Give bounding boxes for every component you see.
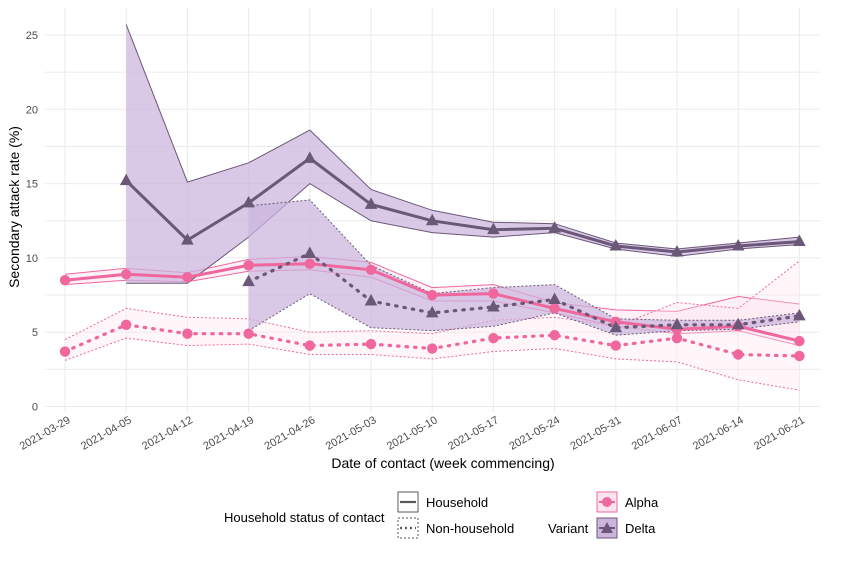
y-tick-label: 20 xyxy=(26,104,38,116)
legend-key-delta xyxy=(596,517,618,539)
line-delta-non-household xyxy=(247,251,801,330)
point-alpha-non-household xyxy=(794,350,805,362)
point-alpha-non-household xyxy=(671,332,683,344)
point-delta-household xyxy=(609,239,623,251)
point-alpha-non-household xyxy=(365,338,377,350)
point-delta-household xyxy=(242,195,255,208)
legend-key-alpha xyxy=(596,491,618,513)
x-tick-label: 2021-06-14 xyxy=(691,414,746,453)
point-alpha-non-household xyxy=(304,340,315,351)
line-delta-household xyxy=(125,156,800,254)
point-alpha-household xyxy=(182,272,193,283)
point-alpha-non-household xyxy=(182,328,193,339)
point-alpha-household xyxy=(304,258,315,270)
point-delta-household xyxy=(487,222,500,235)
point-delta-non-household xyxy=(609,320,623,333)
y-axis-title: Secondary attack rate (%) xyxy=(6,126,22,288)
point-alpha-non-household xyxy=(733,349,744,360)
ribbon-delta-non-household xyxy=(248,199,800,336)
point-delta-household xyxy=(181,233,194,245)
series-points xyxy=(59,151,806,362)
point-delta-non-household xyxy=(425,305,439,318)
x-tick-label: 2021-05-24 xyxy=(507,414,562,453)
x-tick-label: 2021-05-31 xyxy=(569,414,624,453)
point-delta-non-household xyxy=(487,299,500,312)
ribbon-lower-delta-non-household xyxy=(248,293,800,336)
x-axis-title: Date of contact (week commencing) xyxy=(331,455,554,471)
y-tick-label: 15 xyxy=(26,179,38,191)
x-tick-label: 2021-05-03 xyxy=(324,414,379,453)
x-tick-label: 2021-06-21 xyxy=(752,414,807,453)
x-tick-label: 2021-04-05 xyxy=(79,414,134,453)
x-axis-ticks: 2021-03-29 2021-04-05 2021-04-12 2021-04-19… xyxy=(18,414,807,453)
x-tick-label: 2021-04-19 xyxy=(201,414,256,453)
legend-key-non-household xyxy=(397,517,419,539)
point-alpha-non-household xyxy=(488,332,499,344)
point-alpha-non-household xyxy=(121,319,132,330)
point-delta-household xyxy=(303,151,317,163)
point-alpha-non-household xyxy=(549,329,560,341)
point-delta-household xyxy=(548,221,561,233)
point-delta-non-household xyxy=(793,308,806,321)
x-tick-label: 2021-04-26 xyxy=(263,414,318,453)
legend-label-delta: Delta xyxy=(625,521,656,536)
legend-key-household xyxy=(397,491,419,513)
point-alpha-household xyxy=(59,274,71,286)
legend-household-title: Household status of contact xyxy=(224,510,385,525)
point-alpha-non-household xyxy=(243,328,254,339)
x-tick-label: 2021-06-07 xyxy=(630,414,685,453)
point-alpha-non-household xyxy=(59,346,71,357)
point-delta-non-household xyxy=(364,293,378,306)
point-alpha-non-household xyxy=(610,340,621,351)
point-delta-non-household xyxy=(731,317,745,330)
ribbon-delta-household xyxy=(126,24,800,284)
legend-label-non-household: Non-household xyxy=(426,521,514,536)
point-delta-non-household xyxy=(670,317,684,330)
ribbon-lower-delta-household xyxy=(126,182,800,284)
y-tick-label: 0 xyxy=(32,402,38,414)
point-delta-household xyxy=(425,213,439,226)
point-delta-household xyxy=(731,239,745,251)
y-axis-ticks: 0 5 10 15 20 25 xyxy=(26,30,38,414)
ribbon-alpha-non-household xyxy=(65,260,800,391)
point-delta-household xyxy=(119,173,133,186)
ribbon-upper-delta-household xyxy=(125,24,800,250)
x-tick-label: 2021-05-17 xyxy=(446,414,501,453)
point-alpha-household xyxy=(549,303,560,314)
point-alpha-household xyxy=(121,269,132,280)
x-tick-label: 2021-04-12 xyxy=(140,414,195,453)
ribbon-lower-alpha-non-household xyxy=(64,337,800,391)
legend-label-alpha: Alpha xyxy=(625,495,659,510)
x-tick-label: 2021-03-29 xyxy=(18,414,73,453)
point-alpha-household xyxy=(243,260,254,271)
point-delta-household xyxy=(793,234,806,247)
y-tick-label: 5 xyxy=(32,327,38,339)
point-alpha-household xyxy=(794,335,805,347)
point-alpha-non-household xyxy=(427,343,438,354)
point-delta-household xyxy=(364,197,378,209)
point-alpha-household xyxy=(427,289,438,301)
point-alpha-household xyxy=(365,264,377,275)
point-delta-non-household xyxy=(548,292,561,305)
ribbon-upper-alpha-non-household xyxy=(64,260,800,341)
y-tick-label: 10 xyxy=(26,253,38,265)
legend-variant-title: Variant xyxy=(548,521,589,536)
point-delta-non-household xyxy=(303,246,317,258)
point-alpha-household xyxy=(488,288,499,299)
legend-label-household: Household xyxy=(426,495,488,510)
point-delta-household xyxy=(670,244,684,257)
y-tick-label: 25 xyxy=(26,30,38,42)
x-tick-label: 2021-05-10 xyxy=(385,414,440,453)
point-delta-non-household xyxy=(242,274,255,287)
legend: Household status of contact Household No… xyxy=(224,491,659,539)
